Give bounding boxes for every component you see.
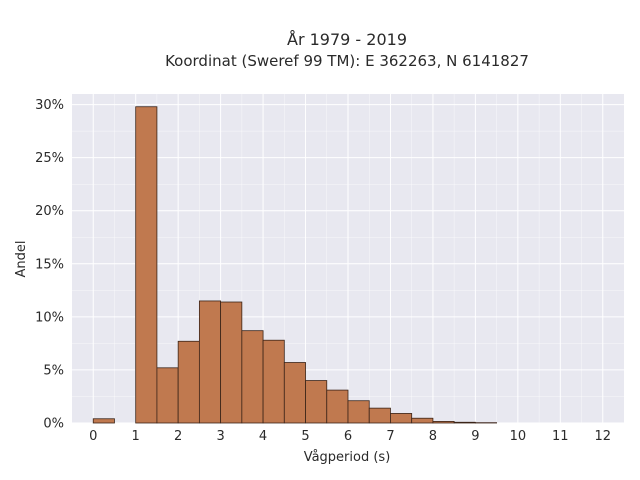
x-tick-label: 5 (301, 429, 309, 444)
x-tick-label: 1 (132, 429, 140, 444)
histogram-bar (432, 421, 455, 424)
histogram-bar (262, 339, 285, 424)
x-tick-label: 4 (259, 429, 267, 444)
x-tick-label: 8 (429, 429, 437, 444)
x-tick-label: 9 (471, 429, 479, 444)
x-tick-label: 0 (89, 429, 97, 444)
y-tick-label: 0% (43, 417, 64, 432)
y-tick-label: 10% (35, 310, 64, 325)
x-tick-label: 7 (386, 429, 394, 444)
bars (92, 106, 498, 424)
histogram-bar (177, 340, 200, 424)
histogram-bar (368, 407, 391, 424)
x-tick-labels: 0 1 2 3 4 5 6 7 8 9 10 11 12 (89, 429, 611, 444)
histogram-bar (411, 417, 434, 424)
histogram-bar (305, 380, 328, 424)
histogram-bar (347, 400, 370, 424)
histogram-bar (241, 330, 264, 424)
x-tick-label: 12 (594, 429, 611, 444)
x-axis-label: Vågperiod (s) (304, 450, 391, 465)
x-tick-label: 2 (174, 429, 182, 444)
histogram-bar (156, 367, 179, 424)
x-tick-label: 11 (552, 429, 569, 444)
x-tick-label: 6 (344, 429, 352, 444)
chart-subtitle: Koordinat (Sweref 99 TM): E 362263, N 61… (165, 52, 529, 70)
histogram-bar (390, 413, 413, 424)
y-axis-label: Andel (14, 241, 29, 278)
histogram-bar (283, 362, 306, 424)
histogram-bar (453, 421, 476, 424)
y-tick-label: 20% (35, 204, 64, 219)
histogram-bar (198, 300, 222, 424)
histogram-bar (92, 418, 115, 424)
chart-title: År 1979 - 2019 (287, 30, 407, 49)
y-tick-label: 25% (35, 151, 64, 166)
y-tick-labels: 0% 5% 10% 15% 20% 25% 30% (35, 98, 64, 431)
x-tick-label: 10 (510, 429, 527, 444)
y-tick-label: 30% (35, 98, 64, 113)
x-tick-label: 3 (216, 429, 224, 444)
histogram-bar (220, 301, 243, 424)
y-tick-label: 5% (43, 363, 64, 378)
histogram-bar (326, 389, 349, 424)
y-tick-label: 15% (35, 257, 64, 272)
histogram-bar (135, 106, 158, 424)
